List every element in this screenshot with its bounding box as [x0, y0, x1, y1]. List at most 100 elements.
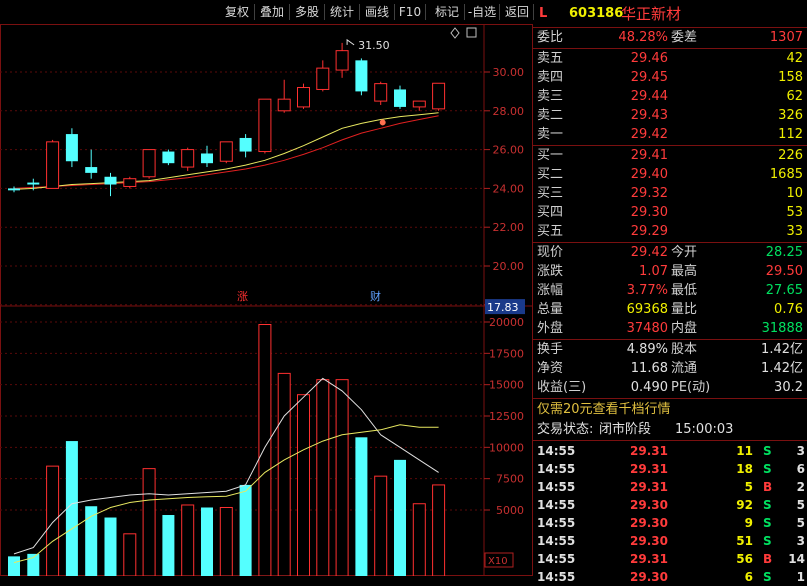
bid-row[interactable]: 买二 29.40 1685 — [533, 166, 807, 184]
candle-body — [277, 98, 291, 112]
price-tick-label: 30.00 — [493, 66, 525, 79]
quote-label: 涨幅 — [537, 283, 564, 298]
tick-time: 14:55 — [537, 552, 576, 566]
toolbar-button-5[interactable]: F10 — [398, 5, 422, 19]
tick-count: 1 — [796, 570, 805, 584]
promo-text[interactable]: 仅需20元查看千档行情 — [537, 402, 671, 417]
bid-row[interactable]: 买一 29.41 226 — [533, 147, 807, 165]
bid-price: 29.32 — [630, 186, 668, 201]
tick-price: 29.30 — [630, 498, 668, 512]
status-time: 15:00:03 — [675, 422, 734, 437]
quote-value-2: 29.50 — [765, 264, 803, 279]
ask-volume: 42 — [786, 51, 803, 66]
event-marker-cai: 财 — [370, 289, 381, 303]
tick-time: 14:55 — [537, 480, 576, 494]
stats-label: 净资 — [537, 361, 564, 376]
stats-label: 换手 — [537, 342, 564, 357]
volume-tick-label: 12500 — [489, 410, 524, 423]
bid-row[interactable]: 买三 29.32 10 — [533, 185, 807, 203]
volume-ma-white — [13, 377, 439, 555]
tick-time: 14:55 — [537, 570, 576, 584]
toolbar-button-3[interactable]: 统计 — [329, 5, 354, 19]
candle-body — [46, 141, 60, 189]
kline-chart[interactable]: 30.0028.0026.0024.0022.0020.0018.0017.83… — [0, 24, 533, 576]
quote-value: 37480 — [626, 321, 668, 336]
bid-label: 买五 — [537, 224, 564, 239]
price-tick-label: 28.00 — [493, 105, 525, 118]
tick-row: 14:55 29.30 9 S 5 — [533, 514, 807, 532]
ask-row[interactable]: 卖四 29.45 158 — [533, 69, 807, 87]
unit-box — [484, 552, 514, 568]
low-price-box — [485, 299, 525, 315]
tick-side: S — [763, 498, 772, 512]
toolbar-button-6[interactable]: 标记 — [434, 5, 459, 19]
volume-bar — [432, 484, 446, 576]
ask-row[interactable]: 卖一 29.42 112 — [533, 126, 807, 144]
stock-name: 华正新材 — [621, 5, 682, 23]
volume-bar — [8, 556, 20, 576]
toolbar-button-4[interactable]: 画线 — [364, 5, 389, 19]
tick-volume: 5 — [744, 480, 753, 494]
tick-time: 14:55 — [537, 444, 576, 458]
toolbar-separator — [394, 4, 395, 20]
tick-count: 5 — [796, 516, 805, 530]
volume-tick-label: 5000 — [496, 504, 524, 517]
bid-row[interactable]: 买四 29.30 53 — [533, 204, 807, 222]
quote-row: 外盘 37480 内盘 31888 — [533, 320, 807, 338]
bid-row[interactable]: 买五 29.29 33 — [533, 223, 807, 241]
bid-label: 买四 — [537, 205, 564, 220]
ratio-label: 委比 — [537, 30, 564, 45]
quote-label: 现价 — [537, 245, 564, 260]
diamond-icon — [450, 27, 460, 39]
price-tick-label: 26.00 — [493, 144, 525, 157]
quote-row: 总量 69368 量比 0.76 — [533, 301, 807, 319]
tick-row: 14:55 29.31 56 B 14 — [533, 550, 807, 568]
high-marker — [346, 38, 355, 46]
quote-value-2: 0.76 — [774, 302, 803, 317]
tick-row: 14:55 29.30 92 S 5 — [533, 496, 807, 514]
ask-volume: 62 — [786, 89, 803, 104]
event-marker-zhang: 涨 — [237, 290, 248, 303]
promo-link[interactable]: 仅需20元查看千档行情 — [533, 401, 807, 419]
ask-volume: 326 — [778, 108, 803, 123]
volume-tick-label: 7500 — [496, 473, 524, 486]
toolbar-button-8[interactable]: 返回 — [504, 5, 529, 19]
ask-price: 29.44 — [630, 89, 668, 104]
quote-panel: L 603186 华正新材 委比 48.28% 委差 1307 卖五 29.46… — [533, 0, 807, 584]
stock-code: 603186 — [569, 6, 624, 21]
signal-dot — [379, 119, 386, 126]
quote-label: 外盘 — [537, 321, 564, 336]
tick-row: 14:55 29.31 11 S 3 — [533, 442, 807, 460]
quote-value-2: 27.65 — [765, 283, 803, 298]
stats-label: 收益(三) — [537, 380, 587, 395]
candle-body — [65, 134, 78, 162]
stats-value-2: 1.42亿 — [761, 342, 803, 357]
diff-value: 1307 — [769, 30, 803, 45]
toolbar-button-1[interactable]: 叠加 — [259, 5, 284, 19]
candle-body — [27, 182, 40, 185]
quote-label-2: 最高 — [671, 264, 698, 279]
toolbar-separator — [324, 4, 325, 20]
toolbar-button-2[interactable]: 多股 — [294, 5, 319, 19]
quote-row: 涨跌 1.07 最高 29.50 — [533, 263, 807, 281]
toolbar-button-7[interactable]: -自选 — [467, 5, 497, 19]
quote-row: 现价 29.42 今开 28.25 — [533, 244, 807, 262]
ask-label: 卖五 — [537, 51, 564, 66]
toolbar-separator — [464, 4, 465, 20]
volume-bar — [85, 506, 98, 576]
ask-row[interactable]: 卖三 29.44 62 — [533, 88, 807, 106]
high-price-label: 31.50 — [358, 39, 390, 52]
volume-bar — [65, 441, 78, 576]
ask-row[interactable]: 卖二 29.43 326 — [533, 107, 807, 125]
stock-flag: L — [539, 6, 548, 21]
volume-bar — [162, 515, 175, 576]
toolbar-button-0[interactable]: 复权 — [224, 5, 249, 19]
tick-volume: 11 — [736, 444, 753, 458]
candle-body — [201, 153, 213, 164]
stats-label-2: 流通 — [671, 361, 698, 376]
volume-bar — [258, 324, 272, 576]
ask-row[interactable]: 卖五 29.46 42 — [533, 50, 807, 68]
candle-body — [258, 98, 272, 153]
candle-body — [85, 167, 98, 173]
candle-body — [162, 151, 175, 164]
